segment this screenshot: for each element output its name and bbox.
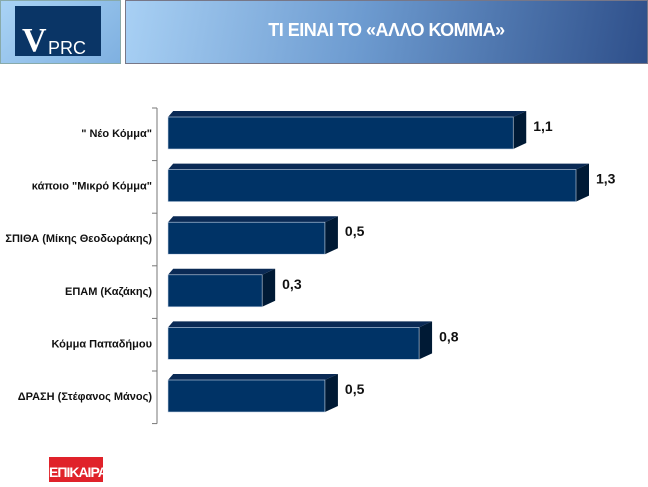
title-bar: ΤΙ ΕΙΝΑΙ ΤΟ «ΑΛΛΟ ΚΟΜΜΑ» (125, 0, 648, 64)
vprc-logo-panel: V PRC (0, 0, 121, 64)
bar-side (513, 111, 527, 149)
page-title: ΤΙ ΕΙΝΑΙ ΤΟ «ΑΛΛΟ ΚΟΜΜΑ» (268, 20, 505, 40)
category-label: ΔΡΑΣΗ (Στέφανος Μάνος) (18, 391, 153, 403)
bar (167, 327, 420, 360)
category-label: ΣΠΙΘΑ (Μίκης Θεοδωράκης) (5, 233, 152, 245)
bar (167, 221, 326, 255)
bar-top (168, 216, 338, 223)
bar (167, 379, 326, 413)
epikaira-logo: ΕΠΙΚΑΙΡΑ (49, 457, 108, 482)
category-label: κάποιο "Μικρό Κόμμα" (32, 181, 152, 193)
vprc-logo: V PRC (15, 6, 101, 58)
bar-top (168, 163, 589, 170)
bar-top (168, 268, 276, 275)
data-label: 0,5 (345, 381, 365, 397)
data-label: 0,3 (282, 276, 302, 292)
bar-side (576, 163, 589, 202)
bar-side (324, 374, 338, 412)
category-label: Κόμμα Παπαδήμου (51, 338, 152, 350)
data-label: 1,1 (533, 118, 553, 134)
data-label: 1,3 (596, 171, 616, 187)
bar-side (324, 216, 338, 255)
data-label: 0,5 (345, 223, 365, 239)
bar-top (168, 321, 433, 328)
bar (167, 274, 263, 308)
bar-top (168, 111, 527, 117)
bar-side (419, 321, 433, 360)
category-label: ΕΠΑΜ (Καζάκης) (65, 286, 152, 298)
bar (167, 116, 514, 150)
bar-top (168, 374, 338, 380)
category-label: " Νέο Κόμμα" (81, 128, 152, 140)
data-label: 0,8 (439, 328, 459, 344)
bar-side (262, 268, 276, 307)
bar (167, 169, 577, 202)
